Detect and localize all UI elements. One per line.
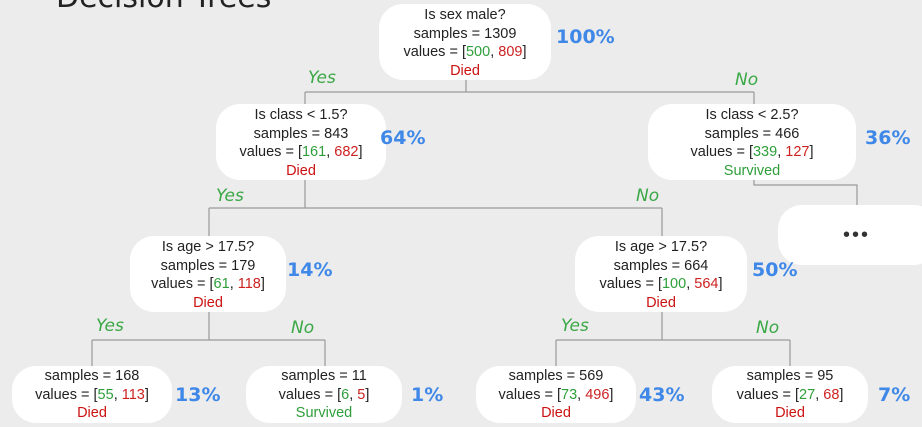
pct-label: 36% [865, 127, 911, 149]
node-class-2-5: Is class < 2.5? samples = 466 values = [… [648, 104, 856, 180]
node-values: values = [61, 118] [151, 276, 265, 292]
edge-root [304, 80, 755, 105]
node-outcome: Died [77, 405, 107, 421]
leaf-node: samples = 569 values = [73, 496] Died [476, 366, 636, 423]
node-samples: samples = 95 [746, 368, 834, 384]
branch-yes-label: Yes [561, 316, 589, 336]
branch-no-label: No [735, 70, 759, 90]
node-root: Is sex male? samples = 1309 values = [50… [379, 4, 551, 80]
node-outcome: Died [450, 62, 480, 79]
node-samples: samples = 168 [44, 368, 140, 384]
pct-label: 13% [175, 384, 221, 406]
page-title: Decision Trees [56, 0, 271, 15]
node-question: Is age > 17.5? [614, 239, 708, 255]
leaf-node: samples = 168 values = [55, 113] Died [12, 366, 172, 423]
node-values: values = [161, 682] [239, 144, 363, 160]
branch-yes-label: Yes [216, 186, 244, 206]
node-samples: samples = 11 [281, 368, 367, 384]
node-question: Is sex male? [424, 7, 506, 23]
branch-no-label: No [756, 318, 780, 338]
pct-label: 43% [639, 384, 685, 406]
node-outcome: Died [193, 294, 223, 311]
node-question: Is age > 17.5? [161, 239, 255, 255]
pct-label: 7% [878, 384, 911, 406]
node-outcome: Died [286, 162, 316, 179]
branch-yes-label: Yes [308, 68, 336, 88]
node-values: values = [6, 5] [278, 386, 370, 403]
node-outcome: Died [541, 405, 571, 421]
node-samples: samples = 1309 [413, 25, 517, 42]
more-ellipsis: ••• [843, 224, 871, 246]
node-question: Is class < 1.5? [254, 107, 348, 123]
node-question: Is class < 2.5? [705, 107, 799, 123]
node-values: values = [27, 68] [736, 386, 844, 403]
node-values: values = [500, 809] [403, 44, 527, 60]
edge-right [753, 180, 858, 205]
branch-yes-label: Yes [96, 316, 124, 336]
node-samples: samples = 843 [253, 125, 349, 142]
edge-lr [555, 310, 791, 366]
leaf-node: samples = 11 values = [6, 5] Survived [246, 366, 402, 423]
branch-no-label: No [636, 186, 660, 206]
node-samples: samples = 664 [613, 257, 709, 274]
branch-no-label: No [291, 318, 315, 338]
pct-label: 50% [752, 259, 798, 281]
node-class-1-5: Is class < 1.5? samples = 843 values = [… [216, 104, 386, 180]
pct-label: 1% [411, 384, 444, 406]
node-samples: samples = 466 [704, 125, 800, 142]
edge-ll [91, 310, 326, 366]
node-age-left: Is age > 17.5? samples = 179 values = [6… [130, 236, 286, 312]
node-values: values = [73, 496] [498, 386, 614, 403]
node-outcome: Died [775, 405, 805, 421]
node-outcome: Survived [723, 162, 781, 179]
collapsed-subtree [778, 205, 922, 265]
node-samples: samples = 179 [160, 257, 256, 274]
pct-label: 14% [287, 259, 333, 281]
pct-label: 64% [380, 127, 426, 149]
node-values: values = [339, 127] [690, 144, 814, 160]
node-outcome: Died [646, 294, 676, 311]
node-samples: samples = 569 [508, 368, 604, 384]
pct-label: 100% [556, 26, 615, 48]
node-age-right: Is age > 17.5? samples = 664 values = [1… [575, 236, 747, 312]
node-values: values = [100, 564] [599, 276, 723, 292]
node-outcome: Survived [295, 405, 353, 421]
edge-left [208, 180, 663, 238]
leaf-node: samples = 95 values = [27, 68] Died [712, 366, 868, 423]
node-values: values = [55, 113] [35, 386, 149, 403]
